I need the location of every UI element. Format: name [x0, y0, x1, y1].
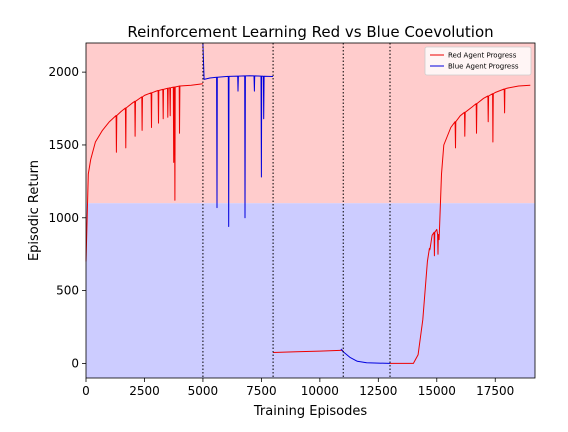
x-tick-label-1: 2500 — [129, 384, 160, 398]
y-tick-label-3: 1500 — [48, 138, 79, 152]
x-tick-label-4: 10000 — [301, 384, 339, 398]
series-0-segment-2 — [390, 84, 531, 364]
y-tick-label-0: 0 — [71, 356, 79, 370]
series-0-segment-0 — [85, 83, 203, 262]
plot-frame — [85, 42, 536, 379]
x-tick-label-2: 5000 — [188, 384, 219, 398]
chart-title: Reinforcement Learning Red vs Blue Coevo… — [127, 23, 493, 41]
legend-label-1: Blue Agent Progress — [448, 63, 519, 71]
x-axis-label: Training Episodes — [253, 404, 367, 419]
x-tick-label-0: 0 — [82, 384, 90, 398]
y-tick-label-2: 1000 — [48, 211, 79, 225]
series-1-segment-0 — [202, 42, 274, 227]
y-tick-label-4: 2000 — [48, 65, 79, 79]
y-tick-label-1: 500 — [56, 284, 79, 298]
series-0-segment-1 — [273, 349, 344, 353]
legend-label-0: Red Agent Progress — [448, 52, 517, 60]
x-tick-label-7: 17500 — [476, 384, 514, 398]
x-tick-label-3: 7500 — [246, 384, 277, 398]
legend-box — [424, 46, 532, 76]
blue-region — [86, 203, 535, 378]
x-tick-label-6: 15000 — [418, 384, 456, 398]
axis-ticks: 0 2500 5000 7500 10000 12500 15000 17500 0 500 100… — [48, 65, 514, 398]
y-axis-label: Episodic Return — [27, 160, 42, 261]
legend: Red Agent Progress Blue Agent Progress — [424, 46, 532, 76]
x-tick-label-5: 12500 — [359, 384, 397, 398]
background-regions — [86, 43, 535, 378]
